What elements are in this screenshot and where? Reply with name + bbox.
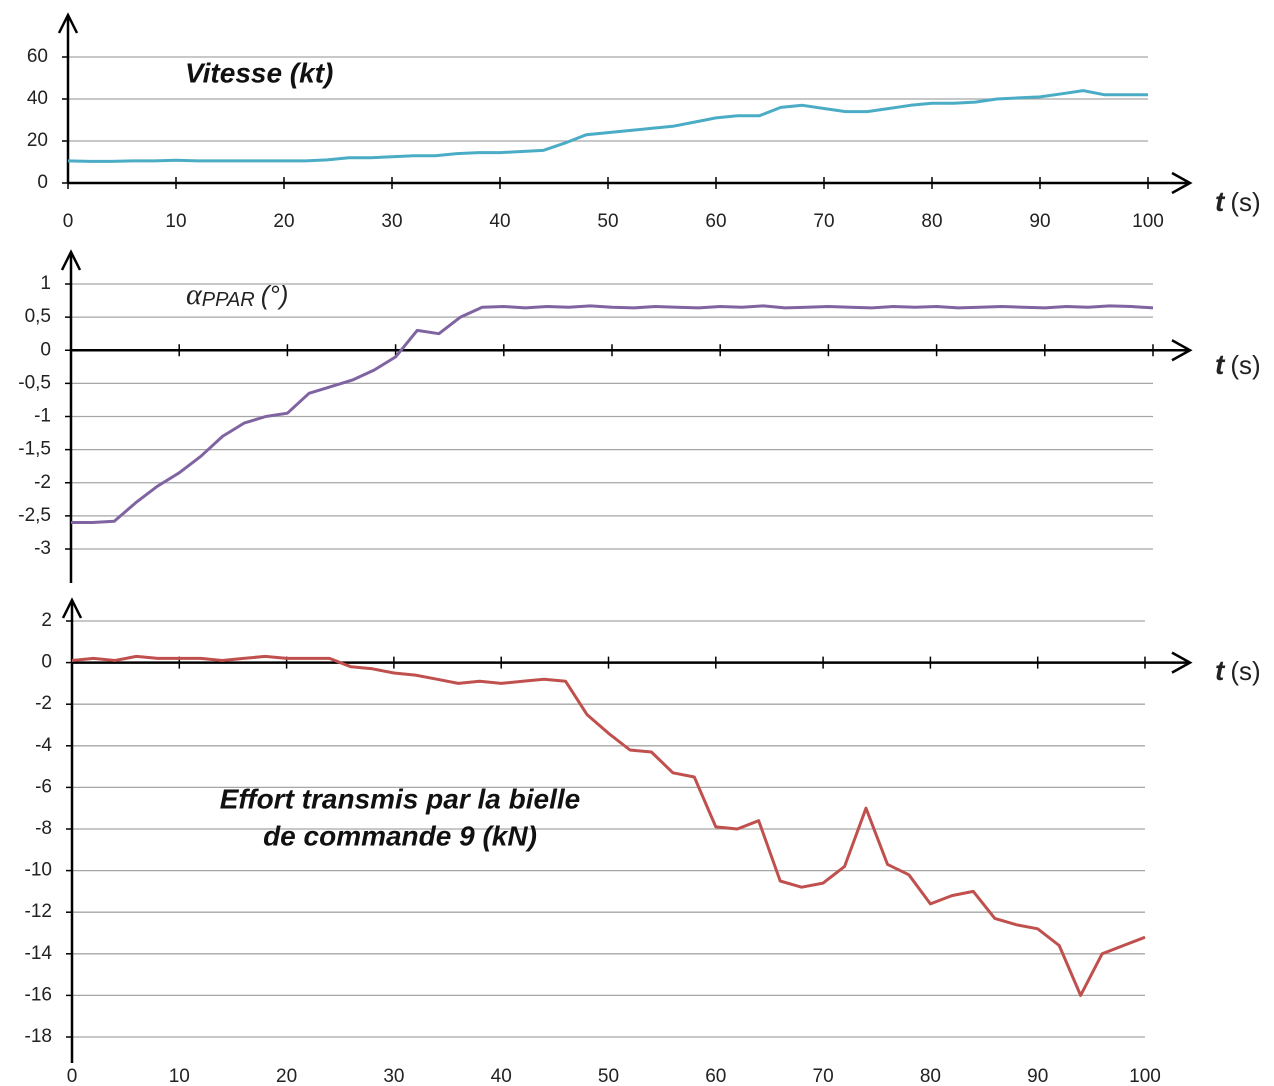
y-axis-symbol: α <box>186 278 203 311</box>
x-tick-label: 20 <box>273 211 294 232</box>
x-tick-label: 80 <box>920 1066 941 1086</box>
y-axis-arrow <box>61 597 83 619</box>
x-tick-label: 70 <box>813 211 834 232</box>
x-tick-label: 0 <box>67 1066 78 1086</box>
x-axis-unit: (s) <box>1230 187 1260 217</box>
x-axis-unit: (s) <box>1230 350 1260 380</box>
x-tick-label: 30 <box>381 211 402 232</box>
x-tick-label: 40 <box>491 1066 512 1086</box>
y-tick-label: -2 <box>35 693 52 714</box>
y-axis-unit: (°) <box>261 280 289 310</box>
y-tick-label: -1 <box>34 406 51 427</box>
x-axis-arrow <box>1171 651 1193 674</box>
y-axis-arrow <box>60 249 82 271</box>
y-tick-label: 0 <box>41 652 52 673</box>
y-tick-label: -12 <box>25 901 52 922</box>
y-tick-label: 0 <box>37 172 48 193</box>
y-tick-label: -16 <box>25 984 52 1005</box>
y-tick-label: 20 <box>27 130 48 151</box>
y-tick-label: -3 <box>34 538 51 559</box>
x-tick-label: 0 <box>63 211 74 232</box>
x-tick-label: 60 <box>705 1066 726 1086</box>
y-tick-label: 2 <box>41 610 52 631</box>
x-tick-label: 60 <box>705 211 726 232</box>
x-axis-label: t (s) <box>1215 655 1261 686</box>
y-tick-label: 1 <box>40 273 51 294</box>
data-line <box>71 304 1154 524</box>
x-tick-label: 20 <box>276 1066 297 1086</box>
y-tick-label: 0,5 <box>25 306 51 327</box>
x-tick-label: 90 <box>1029 211 1050 232</box>
x-axis-arrow <box>1171 171 1193 195</box>
y-tick-label: -2,5 <box>18 505 51 526</box>
x-axis-symbol: t <box>1215 349 1226 380</box>
x-axis-arrow <box>1171 339 1193 362</box>
y-axis-arrow <box>57 12 79 34</box>
y-tick-label: -14 <box>25 943 53 964</box>
y-tick-label: 0 <box>40 339 51 360</box>
data-line <box>71 654 1146 997</box>
y-tick-label: -4 <box>35 735 52 756</box>
chart-title: Vitesse (kt) <box>185 57 333 88</box>
x-axis-symbol: t <box>1215 655 1226 686</box>
y-axis-subscript: PPAR <box>202 289 255 311</box>
x-tick-label: 30 <box>383 1066 404 1086</box>
x-axis-label: t (s) <box>1215 349 1261 380</box>
x-tick-label: 90 <box>1027 1066 1048 1086</box>
y-tick-label: 40 <box>27 88 48 109</box>
x-axis-symbol: t <box>1215 186 1226 217</box>
y-tick-label: -8 <box>35 818 52 839</box>
y-tick-label: -0,5 <box>18 372 51 393</box>
x-axis-unit: (s) <box>1230 656 1260 686</box>
x-tick-label: 80 <box>921 211 942 232</box>
x-tick-label: 50 <box>598 1066 619 1086</box>
chart-panel: -3 -2,5 -2 -1,5 -1 -0,5 0 0,5 1 t (s) αPPAR (°) <box>18 249 1261 583</box>
y-tick-label: 60 <box>27 46 48 67</box>
chart-title: Effort transmis par la bielle <box>220 783 581 814</box>
data-line <box>67 89 1148 163</box>
y-tick-label: -1,5 <box>18 439 51 460</box>
y-tick-label: -18 <box>25 1026 52 1047</box>
x-tick-label: 10 <box>165 211 186 232</box>
chart-panel: 0 20 40 60 0 10 20 30 40 50 60 70 80 90 100 t (s) Vitesse… <box>27 12 1261 232</box>
x-tick-label: 70 <box>813 1066 834 1086</box>
x-tick-label: 100 <box>1132 211 1164 232</box>
y-tick-label: -10 <box>25 860 52 881</box>
x-tick-label: 40 <box>489 211 510 232</box>
x-tick-label: 100 <box>1129 1066 1161 1086</box>
y-axis-label: αPPAR (°) <box>186 278 288 311</box>
y-tick-label: -2 <box>34 472 51 493</box>
x-axis-label: t (s) <box>1215 186 1261 217</box>
x-tick-label: 10 <box>169 1066 190 1086</box>
x-tick-label: 50 <box>597 211 618 232</box>
chart-title: de commande 9 (kN) <box>263 820 537 851</box>
y-tick-label: -6 <box>35 776 52 797</box>
